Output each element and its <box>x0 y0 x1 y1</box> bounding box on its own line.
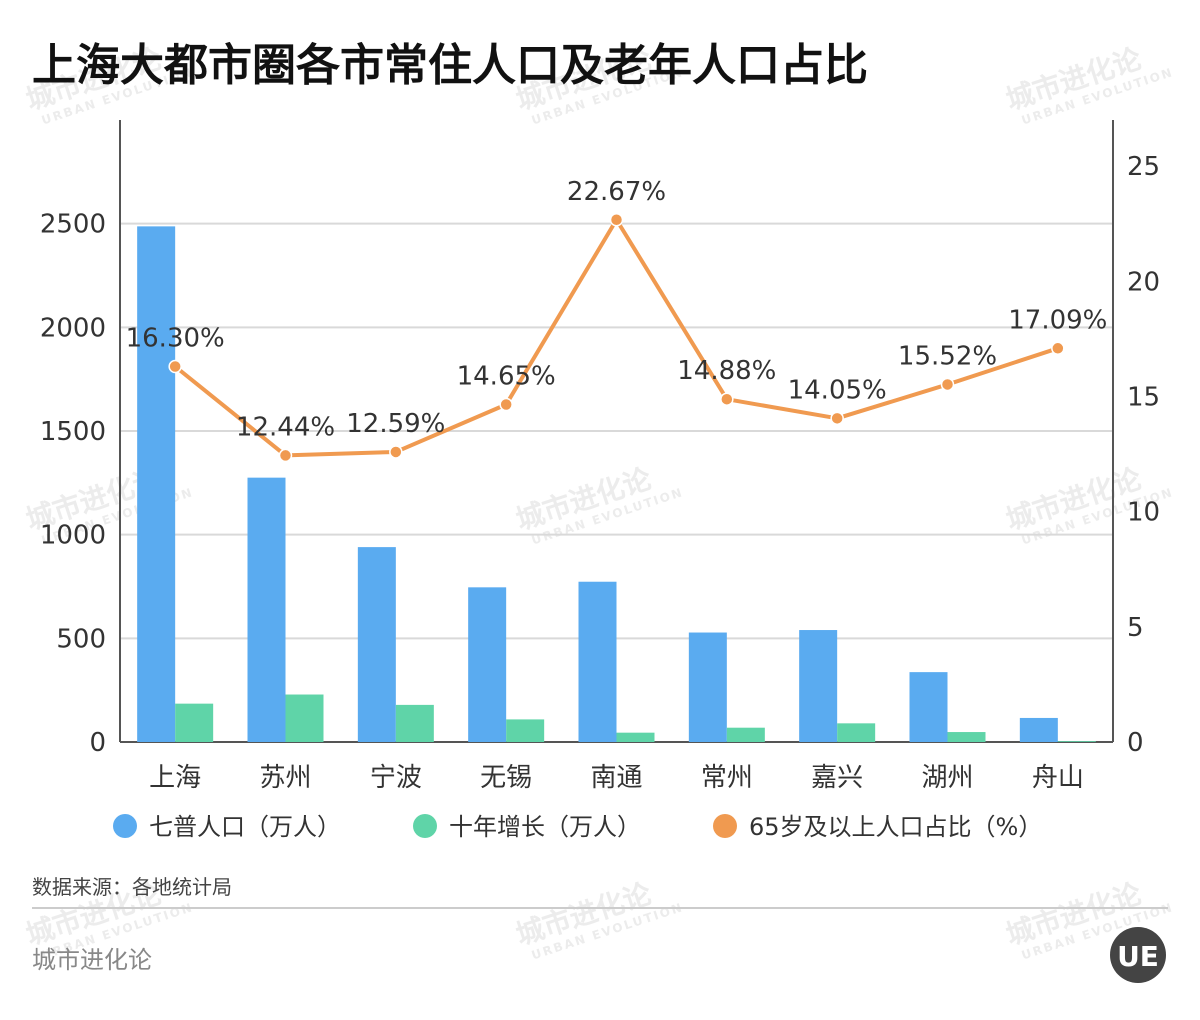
bar-growth <box>616 732 655 742</box>
bars <box>137 226 1096 742</box>
bar-growth <box>726 727 765 742</box>
footer-brand: 城市进化论 <box>32 946 152 974</box>
y-left-tick-label: 0 <box>89 728 106 758</box>
legend-label: 65岁及以上人口占比（%） <box>749 813 1042 841</box>
line-point <box>940 377 955 392</box>
bar-growth <box>285 694 324 742</box>
bar-population <box>247 477 286 742</box>
bar-population <box>578 581 617 742</box>
data-label: 14.65% <box>457 362 556 392</box>
chart-title: 上海大都市圈各市常住人口及老年人口占比 <box>32 40 868 91</box>
line-point <box>278 448 293 463</box>
y-left-tick-label: 1500 <box>40 417 106 447</box>
y-right-tick-label: 25 <box>1127 152 1160 182</box>
category-label: 常州 <box>701 763 753 793</box>
y-right-tick-label: 15 <box>1127 382 1160 412</box>
bar-population <box>688 632 727 742</box>
data-label: 17.09% <box>1008 305 1107 335</box>
line-point <box>499 397 513 412</box>
y-left-tick-label: 1000 <box>40 521 106 551</box>
line-point <box>720 392 734 406</box>
y-right-tick-label: 20 <box>1127 267 1160 297</box>
data-label: 12.59% <box>346 409 445 439</box>
bar-population <box>909 672 948 742</box>
bar-growth <box>506 719 545 742</box>
line-point <box>168 359 182 374</box>
line-point <box>389 445 403 459</box>
legend-marker <box>113 814 137 838</box>
category-label: 苏州 <box>259 763 311 793</box>
data-label: 12.44% <box>236 412 335 442</box>
bar-growth <box>395 704 434 742</box>
y-left-tick-label: 2000 <box>40 313 106 343</box>
data-label: 14.88% <box>677 356 776 386</box>
legend-label: 十年增长（万人） <box>449 813 641 841</box>
data-label: 14.05% <box>788 375 887 405</box>
bar-population <box>1019 717 1058 742</box>
data-label: 22.67% <box>567 177 666 207</box>
category-label: 舟山 <box>1032 763 1084 793</box>
legend-label: 七普人口（万人） <box>149 813 341 841</box>
data-label: 15.52% <box>898 341 997 371</box>
bar-population <box>137 226 176 742</box>
legend: 七普人口（万人） 十年增长（万人） 65岁及以上人口占比（%） <box>113 813 1042 841</box>
line-point <box>609 213 624 227</box>
line-point <box>830 411 844 426</box>
category-label: 上海 <box>149 763 201 793</box>
y-right-tick-label: 5 <box>1127 613 1144 643</box>
y-right-tick-label: 0 <box>1127 728 1144 758</box>
legend-marker <box>413 814 437 838</box>
bar-growth <box>837 723 876 742</box>
bar-growth <box>947 732 986 742</box>
y-right-tick-label: 10 <box>1127 498 1160 528</box>
bar-growth <box>1057 741 1096 742</box>
category-labels: 上海 苏州 宁波 无锡 南通 常州 嘉兴 湖州 舟山 <box>149 763 1084 793</box>
line-series: 16.30% 12.44% 12.59% 14.65% 22.67% 14.88% 14.0… <box>126 177 1107 463</box>
category-label: 宁波 <box>370 763 422 793</box>
bar-population <box>357 547 396 742</box>
y-left-tick-label: 2500 <box>40 210 106 240</box>
category-label: 无锡 <box>480 763 532 793</box>
ue-logo-icon: UE <box>1110 927 1166 983</box>
bar-growth <box>175 703 214 742</box>
bar-population <box>799 630 838 742</box>
category-label: 嘉兴 <box>811 763 863 793</box>
category-label: 南通 <box>590 763 642 793</box>
line-point <box>1051 341 1065 356</box>
y-left-tick-label: 500 <box>56 624 106 654</box>
source-note: 数据来源：各地统计局 <box>32 875 232 899</box>
data-label: 16.30% <box>126 323 225 353</box>
logo-text: UE <box>1117 940 1159 973</box>
bar-population <box>468 587 507 742</box>
category-label: 湖州 <box>921 763 973 793</box>
legend-marker <box>713 814 737 838</box>
